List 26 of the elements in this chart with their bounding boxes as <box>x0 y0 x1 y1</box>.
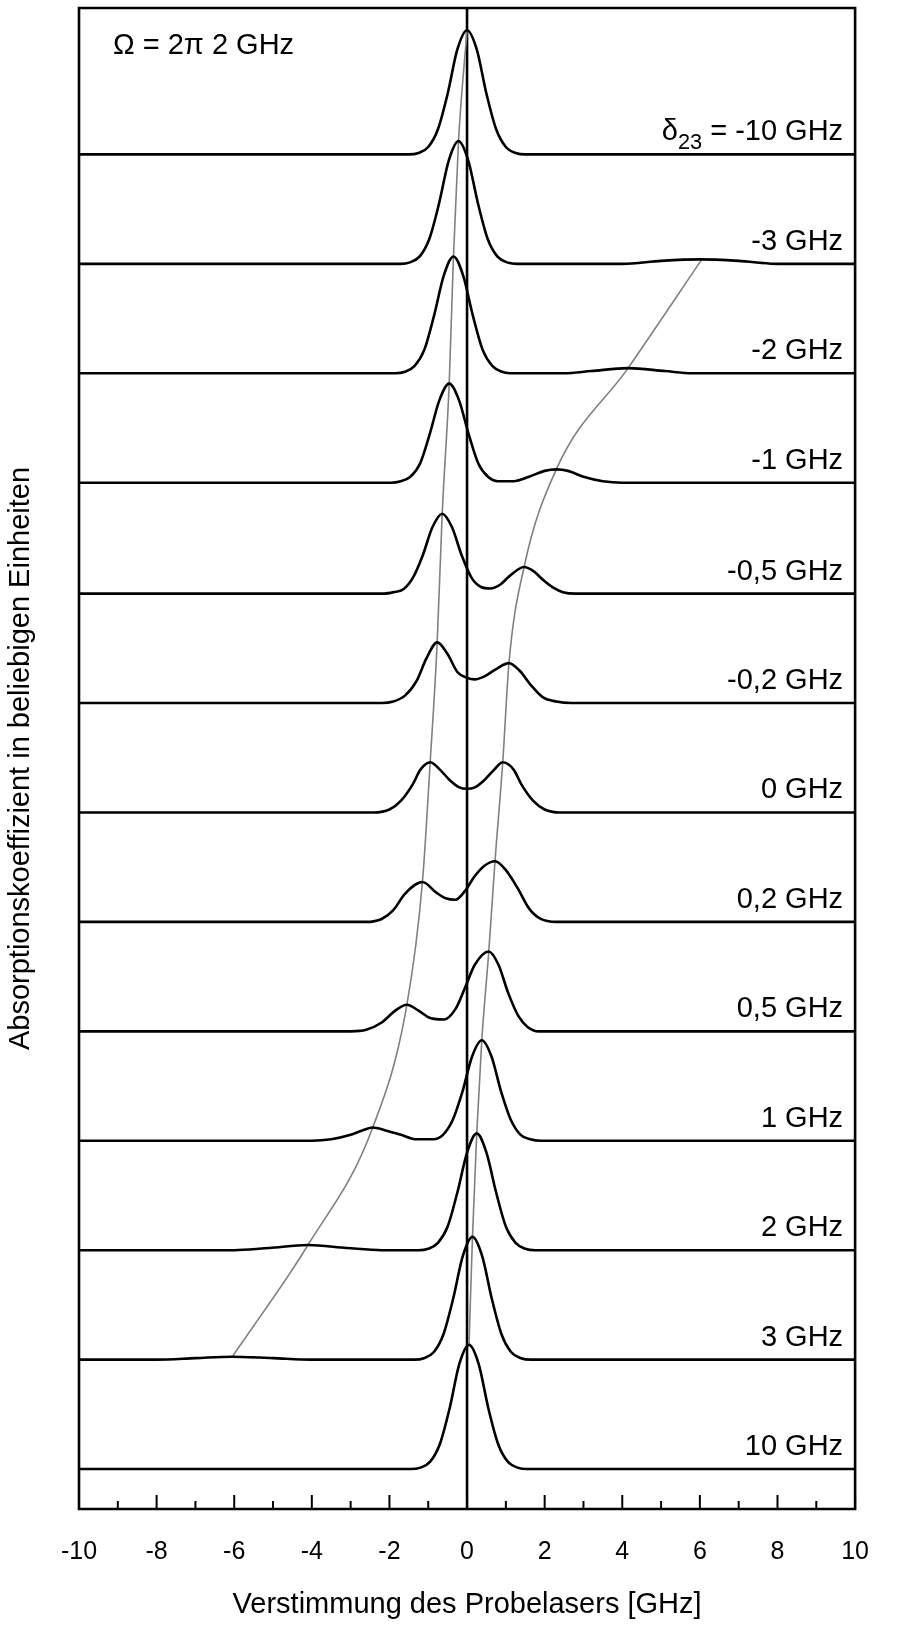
series-label: -1 GHz <box>751 442 844 475</box>
x-tick-label: -8 <box>145 1535 168 1564</box>
series-label: 2 GHz <box>760 1210 844 1243</box>
x-tick-label: -10 <box>60 1535 98 1564</box>
series-label: 1 GHz <box>760 1100 844 1133</box>
x-tick-label: -4 <box>300 1535 324 1564</box>
series-label: -3 GHz <box>751 223 844 256</box>
series-label: 3 GHz <box>760 1319 844 1352</box>
series-label: 10 GHz <box>744 1429 844 1462</box>
series-label: -2 GHz <box>751 333 844 366</box>
series-label: 0,5 GHz <box>736 991 844 1024</box>
series-label: -0,2 GHz <box>727 663 844 696</box>
annotation: Ω = 2π 2 GHz <box>113 28 295 60</box>
series-label: -0,5 GHz <box>727 553 844 586</box>
x-tick-label: 10 <box>841 1535 869 1564</box>
x-tick-label: -6 <box>223 1535 246 1564</box>
y-axis-title: Absorptionskoeffizient in beliebigen Einheiten <box>3 466 36 1051</box>
x-tick-label: -2 <box>378 1535 401 1564</box>
x-tick-label: 4 <box>615 1535 630 1564</box>
x-tick-label: 0 <box>460 1535 474 1564</box>
series-label: 0,2 GHz <box>736 881 844 914</box>
series-label: 0 GHz <box>760 772 844 805</box>
x-tick-label: 6 <box>692 1535 707 1564</box>
x-tick-label: 2 <box>537 1535 552 1564</box>
x-axis-title: Verstimmung des Probelasers [GHz] <box>232 1586 702 1619</box>
x-tick-label: 8 <box>770 1535 785 1564</box>
